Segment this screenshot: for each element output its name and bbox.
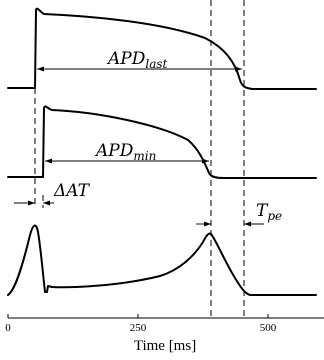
apd-last-arrow-head-right — [235, 66, 242, 72]
apd-min-label: APDmin — [94, 141, 156, 163]
tpe-label: Tpe — [256, 201, 282, 223]
x-axis-tick-label-0: 0 — [5, 322, 11, 334]
delta-at-arrow-head-right — [43, 200, 50, 206]
x-axis-title: Time [ms] — [134, 338, 196, 354]
bottom-signal-trace — [7, 224, 317, 296]
x-axis-tick-label-500: 500 — [260, 322, 277, 334]
x-axis-tick-label-250: 250 — [130, 322, 147, 334]
apd-last-arrow-head-left — [37, 66, 44, 72]
tpe-arrow-head-left — [204, 221, 211, 227]
delta-at-label: ΔAT — [53, 181, 91, 201]
delta-at-arrow-head-left — [28, 200, 35, 206]
apd-last-label: APDlast — [106, 49, 168, 71]
tpe-arrow-head-right — [244, 221, 251, 227]
apd-min-arrow-head-left — [45, 158, 52, 164]
middle-action-potential — [7, 105, 317, 179]
apd-min-arrow-head-right — [202, 158, 209, 164]
upper-action-potential — [7, 7, 317, 90]
